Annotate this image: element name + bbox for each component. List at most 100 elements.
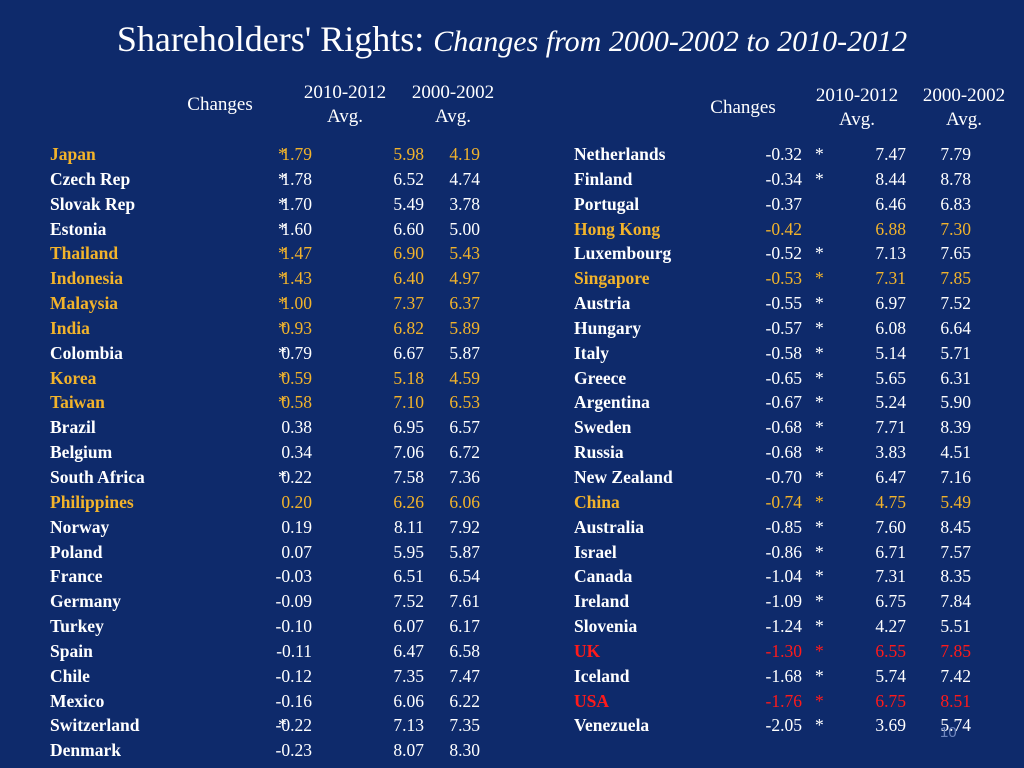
country-cell: Poland	[50, 541, 103, 562]
avg-2000-2002-cell: 5.74	[940, 715, 971, 736]
change-cell: -0.10	[275, 616, 312, 637]
avg-2010-2012-cell: 3.69	[875, 715, 906, 736]
change-cell: -0.42	[765, 218, 802, 239]
change-cell: -1.24	[765, 616, 802, 637]
table-row: Singapore -0.53 * 7.31 7.85	[574, 266, 984, 291]
right-table: Netherlands -0.32 * 7.47 7.79 Finland -0.34 * 8.…	[574, 142, 984, 738]
avg-2000-2002-cell: 7.85	[940, 268, 971, 289]
significance-cell: *	[278, 168, 287, 189]
change-cell: -0.37	[765, 193, 802, 214]
title-subtitle: Changes from 2000-2002 to 2010-2012	[433, 25, 908, 58]
country-cell: Finland	[574, 168, 633, 189]
table-row: USA -1.76 * 6.75 8.51	[574, 689, 984, 714]
avg-2000-2002-cell: 5.43	[449, 243, 480, 264]
avg-2000-2002-cell: 5.49	[940, 491, 971, 512]
change-cell: -0.70	[765, 466, 802, 487]
significance-cell: *	[815, 466, 824, 487]
avg-2010-2012-cell: 6.75	[875, 591, 906, 612]
significance-cell: *	[815, 690, 824, 711]
table-row: Canada -1.04 * 7.31 8.35	[574, 564, 984, 589]
country-cell: Venezuela	[574, 715, 650, 736]
change-cell: 1.00	[281, 293, 312, 314]
change-cell: -0.68	[765, 442, 802, 463]
table-row: UK -1.30 * 6.55 7.85	[574, 639, 984, 664]
left-header-2000-line1: 2000-2002	[411, 82, 495, 103]
significance-cell: *	[815, 392, 824, 413]
avg-2010-2012-cell: 6.60	[393, 218, 424, 239]
table-row: Denmark -0.23 8.07 8.30	[50, 738, 480, 763]
avg-2010-2012-cell: 8.44	[875, 168, 906, 189]
country-cell: Portugal	[574, 193, 640, 214]
table-row: Austria -0.55 * 6.97 7.52	[574, 291, 984, 316]
avg-2000-2002-cell: 6.64	[940, 317, 971, 338]
avg-2000-2002-cell: 4.97	[449, 268, 480, 289]
avg-2010-2012-cell: 6.47	[393, 640, 424, 661]
country-cell: Spain	[50, 640, 93, 661]
country-cell: Denmark	[50, 740, 121, 761]
avg-2010-2012-cell: 7.35	[393, 665, 424, 686]
avg-2000-2002-cell: 3.78	[449, 193, 480, 214]
change-cell: 0.93	[281, 317, 312, 338]
avg-2000-2002-cell: 7.84	[940, 591, 971, 612]
country-cell: Hungary	[574, 317, 642, 338]
table-row: Australia -0.85 * 7.60 8.45	[574, 515, 984, 540]
avg-2010-2012-cell: 5.49	[393, 193, 424, 214]
significance-cell: *	[815, 342, 824, 363]
avg-2010-2012-cell: 7.10	[393, 392, 424, 413]
table-row: Finland -0.34 * 8.44 8.78	[574, 167, 984, 192]
right-header-2010-line1: 2010-2012	[815, 85, 899, 106]
avg-2010-2012-cell: 4.75	[875, 491, 906, 512]
change-cell: -0.11	[276, 640, 312, 661]
change-cell: 0.58	[281, 392, 312, 413]
change-cell: 0.38	[281, 417, 312, 438]
table-row: Estonia 1.60 * 6.60 5.00	[50, 217, 480, 242]
significance-cell: *	[278, 342, 287, 363]
avg-2010-2012-cell: 7.06	[393, 442, 424, 463]
avg-2000-2002-cell: 6.31	[940, 367, 971, 388]
avg-2000-2002-cell: 6.53	[449, 392, 480, 413]
avg-2000-2002-cell: 8.30	[449, 740, 480, 761]
change-cell: -0.34	[765, 168, 802, 189]
avg-2000-2002-cell: 5.51	[940, 616, 971, 637]
avg-2000-2002-cell: 7.30	[940, 218, 971, 239]
significance-cell: *	[815, 491, 824, 512]
change-cell: -0.65	[765, 367, 802, 388]
table-row: China -0.74 * 4.75 5.49	[574, 490, 984, 515]
change-cell: 1.43	[281, 268, 312, 289]
significance-cell: *	[815, 566, 824, 587]
avg-2010-2012-cell: 6.08	[875, 317, 906, 338]
avg-2000-2002-cell: 7.16	[940, 466, 971, 487]
avg-2000-2002-cell: 8.78	[940, 168, 971, 189]
avg-2010-2012-cell: 6.97	[875, 293, 906, 314]
title-main: Shareholders' Rights:	[116, 19, 434, 59]
avg-2000-2002-cell: 4.74	[449, 168, 480, 189]
change-cell: -0.55	[765, 293, 802, 314]
significance-cell: *	[815, 591, 824, 612]
country-cell: Japan	[50, 144, 96, 164]
table-row: Italy -0.58 * 5.14 5.71	[574, 341, 984, 366]
table-row: India 0.93 * 6.82 5.89	[50, 316, 480, 341]
country-cell: Colombia	[50, 342, 123, 363]
avg-2000-2002-cell: 8.39	[940, 417, 971, 438]
avg-2010-2012-cell: 6.75	[875, 690, 906, 711]
change-cell: 0.19	[281, 516, 312, 537]
country-cell: Slovenia	[574, 616, 638, 637]
change-cell: -1.04	[765, 566, 802, 587]
change-cell: -0.12	[275, 665, 312, 686]
country-cell: New Zealand	[574, 466, 673, 487]
avg-2010-2012-cell: 5.14	[875, 342, 906, 363]
change-cell: 1.70	[281, 193, 312, 214]
left-header-2010: 2010-2012 Avg.	[290, 81, 400, 129]
avg-2010-2012-cell: 5.18	[393, 367, 424, 388]
significance-cell: *	[815, 616, 824, 637]
avg-2010-2012-cell: 6.06	[393, 690, 424, 711]
avg-2000-2002-cell: 6.58	[449, 640, 480, 661]
table-row: Czech Rep 1.78 * 6.52 4.74	[50, 167, 480, 192]
avg-2010-2012-cell: 6.95	[393, 417, 424, 438]
avg-2000-2002-cell: 7.47	[449, 665, 480, 686]
country-cell: Germany	[50, 591, 121, 612]
table-row: Japan 1.79 * 5.98 4.19	[50, 142, 480, 167]
avg-2010-2012-cell: 7.37	[393, 293, 424, 314]
table-row: Hungary -0.57 * 6.08 6.64	[574, 316, 984, 341]
avg-2010-2012-cell: 7.58	[393, 466, 424, 487]
